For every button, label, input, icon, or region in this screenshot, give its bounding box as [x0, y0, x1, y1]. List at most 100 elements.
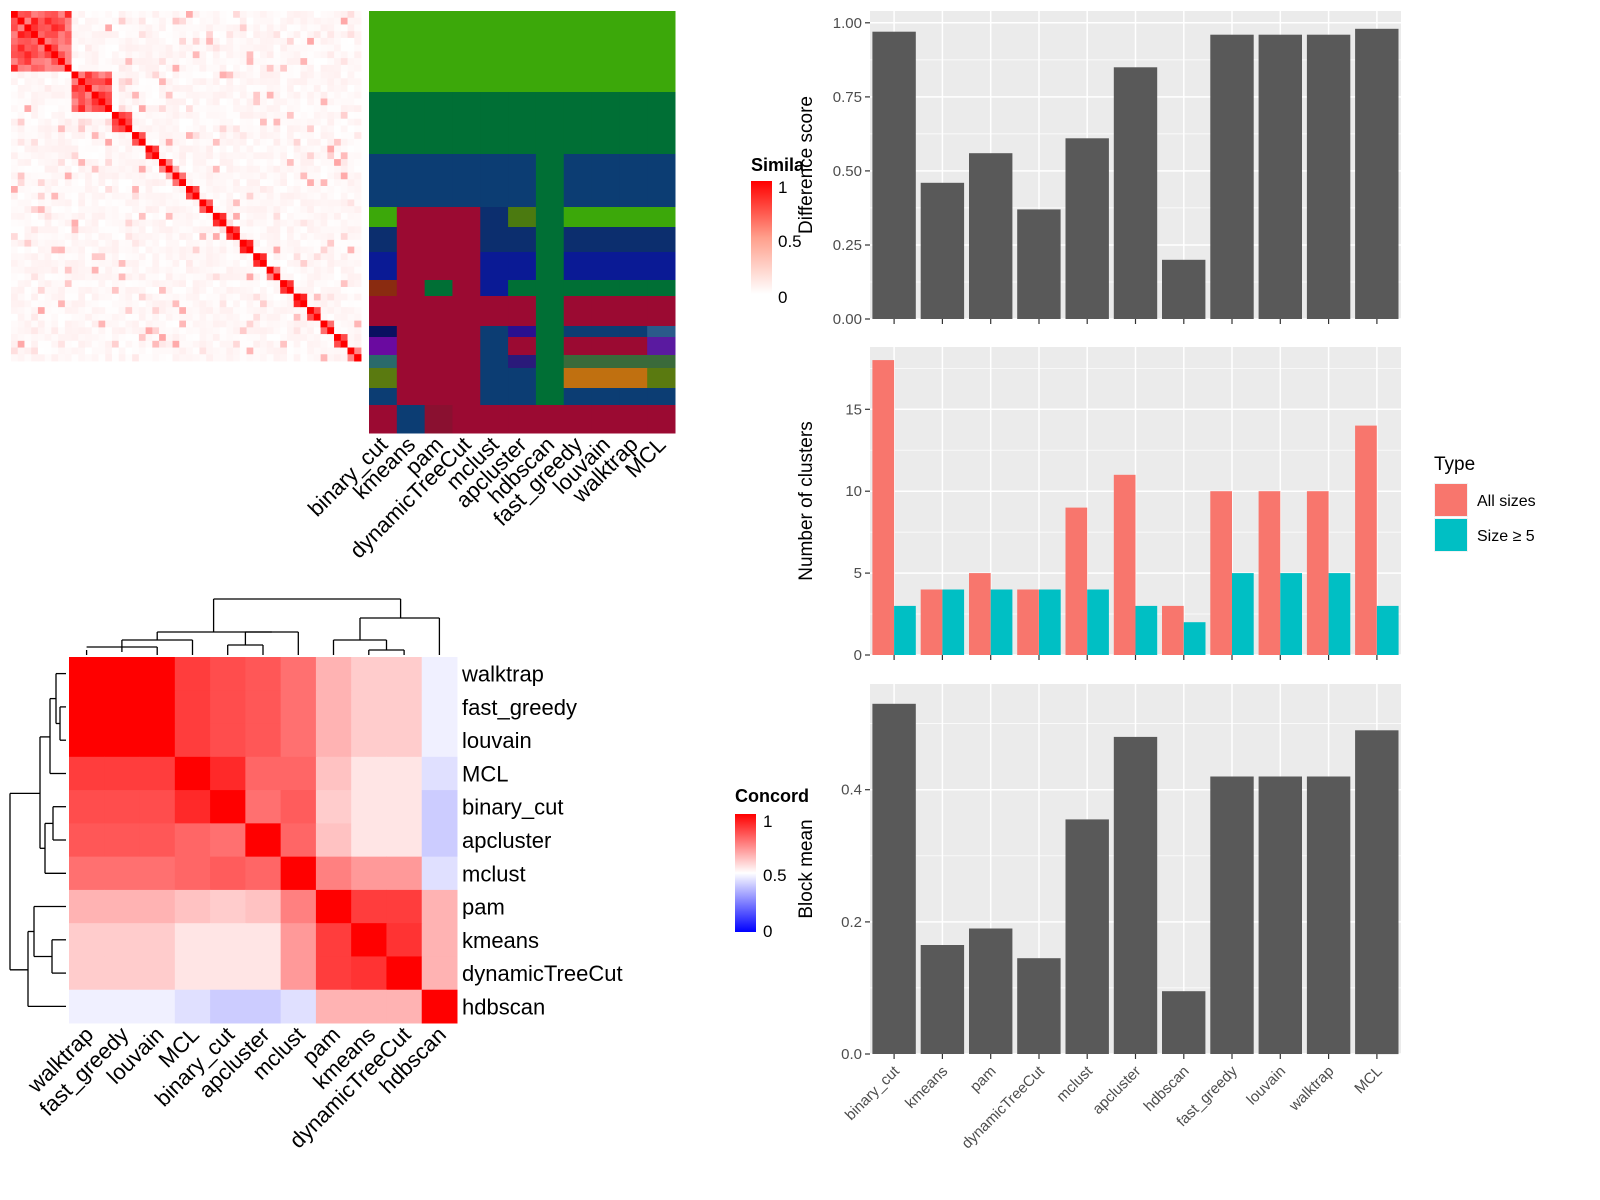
similarity-cell: [206, 253, 214, 261]
similarity-cell: [206, 118, 214, 126]
similarity-cell: [300, 293, 308, 301]
similarity-cell: [118, 340, 126, 348]
similarity-cell: [71, 239, 79, 247]
legend-key-swatch: [1435, 519, 1467, 551]
concordance-heatmap: [69, 657, 458, 1024]
similarity-cell: [354, 11, 362, 19]
similarity-cell: [246, 58, 254, 66]
similarity-cell: [334, 44, 342, 52]
similarity-cell: [85, 85, 93, 93]
similarity-cell: [152, 199, 160, 207]
similarity-cell: [17, 246, 25, 254]
similarity-cell: [111, 71, 120, 79]
similarity-cell: [98, 246, 106, 254]
similarity-cell: [159, 300, 167, 308]
similarity-cell: [266, 165, 274, 173]
similarity-cell: [71, 132, 79, 140]
similarity-cell: [165, 37, 173, 46]
similarity-cell: [172, 212, 180, 221]
similarity-cell: [273, 125, 281, 133]
similarity-cell: [186, 91, 194, 99]
similarity-cell: [132, 313, 140, 322]
similarity-cell: [152, 293, 160, 301]
similarity-cell: [233, 307, 241, 315]
similarity-cell: [320, 24, 328, 32]
similarity-cell: [44, 266, 52, 274]
similarity-cell: [320, 44, 328, 52]
similarity-cell: [64, 98, 72, 106]
similarity-cell: [172, 17, 180, 25]
bar: [920, 945, 965, 1054]
similarity-cell: [307, 293, 315, 301]
similarity-cell: [24, 58, 32, 66]
similarity-cell: [51, 165, 59, 173]
similarity-cell: [260, 64, 268, 72]
similarity-cell: [58, 58, 66, 66]
similarity-cell: [118, 307, 126, 315]
similarity-cell: [51, 145, 59, 153]
similarity-cell: [152, 340, 160, 348]
concordance-cell: [139, 723, 176, 758]
similarity-cell: [172, 186, 180, 194]
similarity-cell: [138, 320, 147, 328]
similarity-cell: [78, 91, 86, 99]
similarity-cell: [273, 91, 281, 99]
similarity-cell: [111, 340, 120, 348]
similarity-cell: [172, 11, 180, 19]
similarity-cell: [226, 98, 234, 106]
similarity-cell: [118, 226, 126, 234]
similarity-cell: [85, 138, 93, 147]
similarity-cell: [31, 11, 39, 19]
similarity-cell: [11, 159, 19, 167]
similarity-cell: [138, 78, 147, 86]
similarity-cell: [78, 138, 86, 147]
similarity-cell: [91, 58, 99, 66]
similarity-cell: [313, 11, 322, 19]
similarity-cell: [145, 320, 153, 328]
similarity-cell: [212, 17, 221, 25]
similarity-cell: [64, 165, 72, 173]
legend-key-label: Size ≥ 5: [1477, 528, 1535, 545]
similarity-cell: [71, 11, 79, 19]
similarity-cell: [152, 64, 160, 72]
similarity-cell: [111, 111, 120, 120]
similarity-cell: [313, 186, 322, 194]
similarity-cell: [152, 219, 160, 227]
similarity-cell: [347, 105, 355, 113]
similarity-cell: [105, 327, 113, 335]
similarity-cell: [212, 300, 221, 308]
similarity-cell: [98, 91, 106, 99]
similarity-cell: [11, 78, 19, 86]
similarity-cell: [246, 260, 254, 268]
similarity-cell: [273, 37, 281, 46]
similarity-cell: [293, 260, 301, 268]
similarity-cell: [313, 286, 322, 295]
similarity-cell: [260, 273, 268, 281]
similarity-cell: [286, 125, 295, 133]
similarity-cell: [118, 300, 126, 308]
similarity-cell: [340, 286, 348, 295]
similarity-cell: [71, 300, 79, 308]
similarity-cell: [354, 186, 362, 194]
similarity-cell: [91, 239, 99, 247]
similarity-cell: [125, 58, 133, 66]
similarity-cell: [172, 78, 180, 86]
similarity-cell: [246, 37, 254, 46]
similarity-cell: [340, 118, 348, 126]
similarity-cell: [206, 192, 214, 200]
similarity-cell: [159, 58, 167, 66]
similarity-cell: [327, 340, 335, 348]
similarity-cell: [145, 246, 153, 254]
similarity-cell: [286, 206, 295, 214]
similarity-cell: [152, 105, 160, 113]
similarity-cell: [138, 111, 147, 120]
similarity-cell: [132, 111, 140, 120]
similarity-cell: [58, 340, 66, 348]
similarity-cell: [172, 246, 180, 254]
similarity-cell: [260, 212, 268, 221]
similarity-cell: [17, 172, 25, 180]
cluster-cell: [369, 368, 398, 389]
similarity-cell: [327, 219, 335, 227]
similarity-cell: [11, 233, 19, 241]
similarity-cell: [226, 111, 234, 120]
